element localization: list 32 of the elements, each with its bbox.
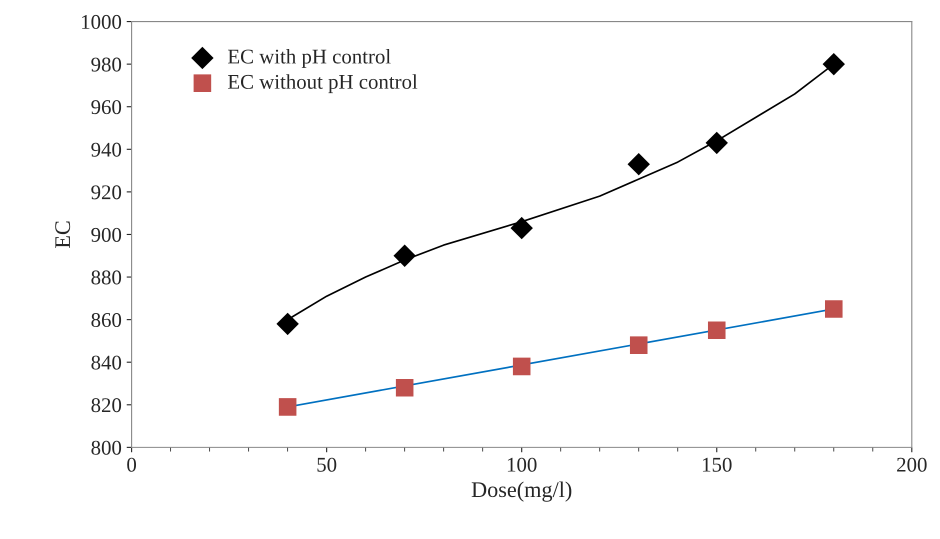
y-tick-label: 880: [91, 270, 122, 284]
y-tick-label: 820: [91, 398, 122, 412]
point: [708, 321, 726, 340]
x-tick-label: 0: [127, 458, 136, 472]
point: [512, 358, 530, 376]
point: [276, 312, 299, 336]
y-tick-label: 840: [91, 356, 122, 370]
point: [396, 378, 414, 397]
y-tick-label: 980: [91, 58, 122, 72]
y-tick-label: 960: [91, 100, 122, 114]
y-tick-label: 920: [91, 185, 122, 200]
x-tick-label: 50: [317, 458, 336, 472]
point: [824, 300, 843, 318]
legend-label: EC without pH control: [228, 74, 418, 94]
point: [822, 52, 845, 76]
legend-label: EC with pH control: [228, 48, 391, 68]
point: [393, 244, 416, 267]
x-axis-title: Dose(mg/l): [472, 482, 572, 502]
point: [628, 153, 650, 176]
point: [510, 216, 533, 240]
y-tick-label: 800: [91, 440, 122, 455]
y-tick-label: 940: [91, 142, 122, 157]
point: [278, 398, 296, 416]
point: [630, 336, 648, 354]
y-tick-label: 860: [91, 313, 122, 328]
y-tick-label: 900: [91, 228, 122, 242]
point: [706, 132, 728, 154]
x-tick-label: 100: [508, 458, 537, 472]
x-tick-label: 150: [702, 458, 732, 472]
y-axis-title: EC: [55, 221, 70, 248]
x-tick-label: 200: [897, 458, 927, 472]
y-tick-label: 1000: [82, 14, 122, 29]
